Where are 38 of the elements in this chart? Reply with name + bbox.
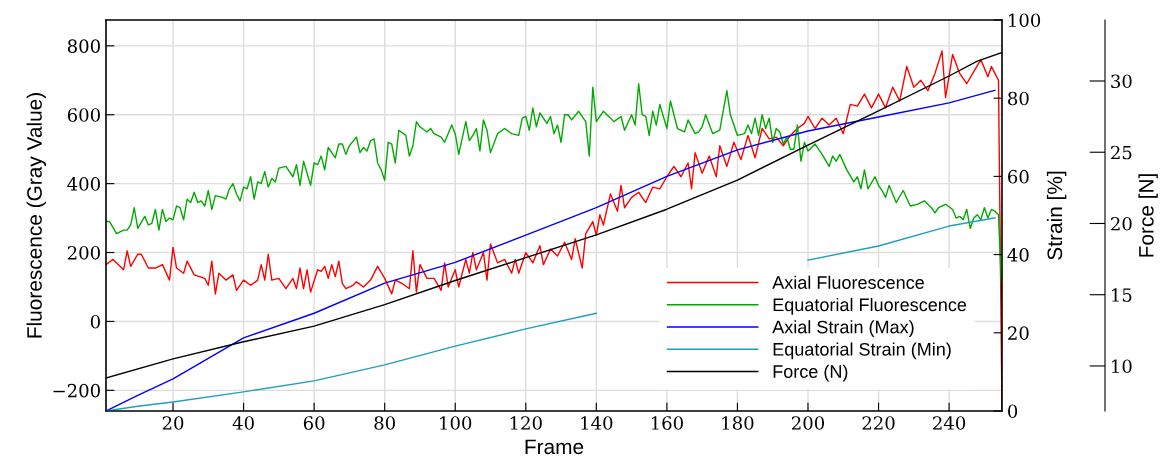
- y-tick-label: 200: [67, 245, 100, 260]
- x-tick-label: 40: [232, 416, 254, 430]
- y3-tick-label: 20: [1111, 216, 1132, 231]
- y2-tick-label: 100: [1009, 13, 1041, 28]
- legend-label: Axial Fluorescence: [772, 275, 924, 289]
- y3-tick-label: 25: [1111, 145, 1132, 160]
- legend-label: Force (N): [773, 364, 848, 382]
- y3-axis-title: Force [N]: [1138, 174, 1158, 257]
- y-tick-label: 0: [90, 314, 100, 329]
- x-tick-label: 220: [862, 416, 895, 430]
- x-tick-label: 140: [581, 416, 613, 430]
- x-tick-label: 80: [374, 416, 395, 430]
- y2-tick-label: 40: [1007, 248, 1029, 262]
- x-tick-label: 180: [722, 416, 754, 430]
- y2-tick-label: 20: [1008, 326, 1029, 340]
- y-axis-title: Fluorescence (Gray Value): [26, 93, 46, 338]
- legend-label: Equatorial Strain (Min): [773, 342, 951, 360]
- legend-label: Axial Strain (Max): [772, 320, 914, 338]
- y3-tick-label: 15: [1112, 288, 1132, 302]
- x-axis-title: Frame: [525, 439, 584, 455]
- x-tick-label: 100: [440, 416, 472, 430]
- x-tick-label: 240: [933, 416, 966, 430]
- y-tick-label: 800: [67, 39, 100, 53]
- x-tick-label: 160: [651, 416, 683, 430]
- x-tick-label: 20: [162, 416, 184, 430]
- y2-axis-title: Strain [%]: [1046, 171, 1067, 260]
- y3-tick-label: 30: [1111, 74, 1132, 89]
- y-tick-label: 600: [67, 108, 100, 122]
- x-tick-label: 120: [510, 416, 542, 430]
- x-tick-label: 200: [791, 416, 825, 430]
- legend-label: Equatorial Fluorescence: [773, 297, 967, 315]
- y2-tick-label: 0: [1008, 404, 1018, 419]
- y2-tick-label: 60: [1008, 169, 1029, 184]
- y-tick-label: 400: [67, 177, 100, 191]
- y-tick-label: −200: [53, 383, 100, 398]
- y3-tick-label: 10: [1112, 359, 1132, 374]
- x-tick-label: 60: [303, 416, 325, 430]
- y2-tick-label: 80: [1008, 91, 1029, 106]
